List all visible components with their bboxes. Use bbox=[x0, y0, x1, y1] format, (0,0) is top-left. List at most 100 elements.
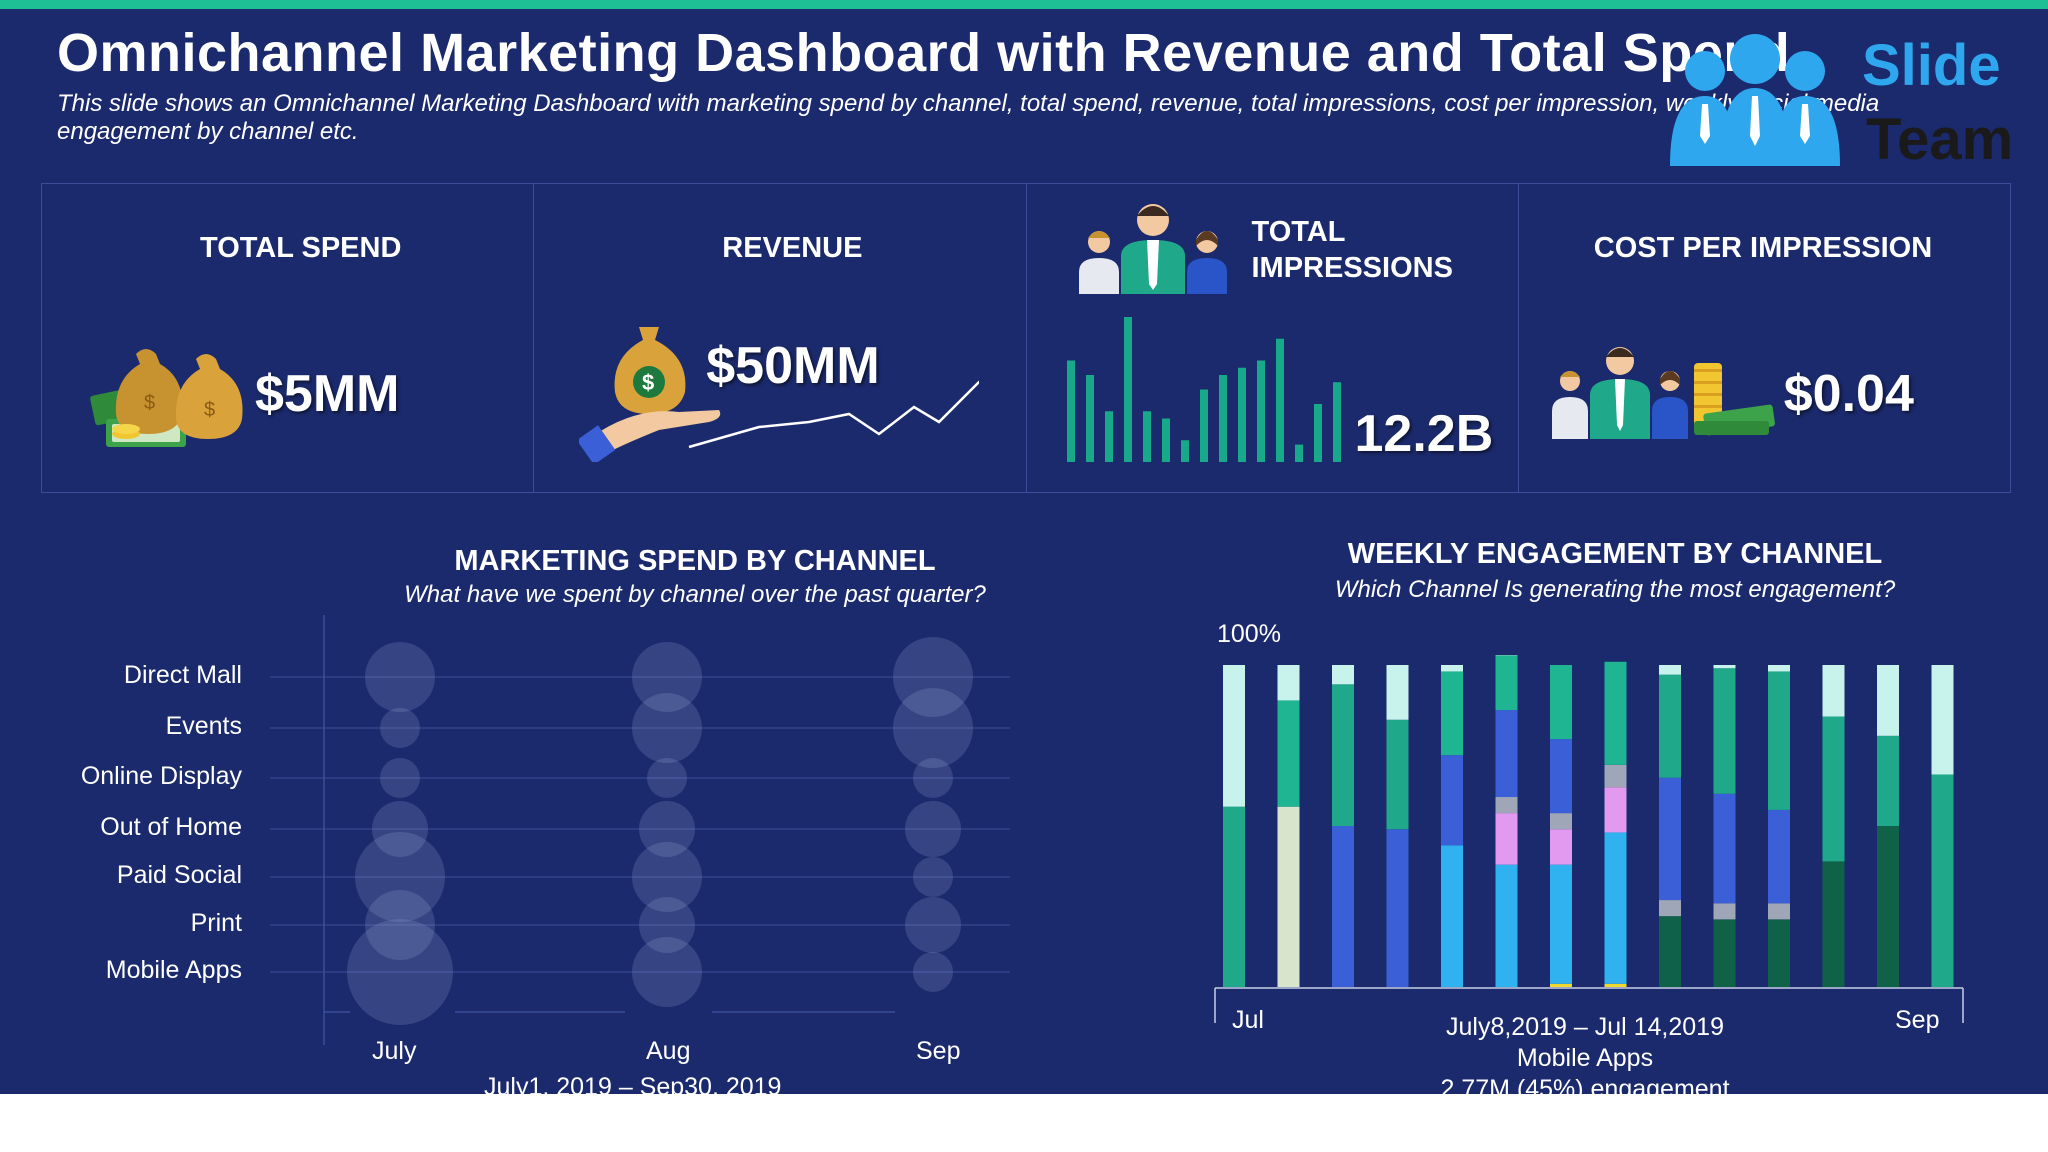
engagement-bar-segment bbox=[1822, 861, 1845, 987]
engagement-bar-segment bbox=[1931, 665, 1954, 775]
engagement-bar-segment bbox=[1495, 797, 1518, 814]
spend-bubble bbox=[893, 688, 973, 768]
slideteam-logo-icon bbox=[1670, 34, 1840, 166]
engagement-chart-subtitle: Which Channel Is generating the most eng… bbox=[1334, 576, 1896, 603]
engagement-bar-segment bbox=[1332, 665, 1354, 685]
engagement-bar-segment bbox=[1223, 665, 1245, 807]
engagement-bar-segment bbox=[1223, 806, 1245, 987]
engagement-bar-segment bbox=[1604, 787, 1627, 833]
engagement-bar-segment bbox=[1277, 806, 1300, 987]
engagement-bar-segment bbox=[1495, 864, 1518, 987]
impressions-bar bbox=[1237, 367, 1246, 462]
people-coins-icon bbox=[1551, 347, 1775, 439]
date-range-label: July1, 2019 – Sep30, 2019 bbox=[484, 1073, 782, 1094]
kpi-total-impressions: TOTAL IMPRESSIONS 12.2B bbox=[1027, 184, 1519, 492]
slide: Omnichannel Marketing Dashboard with Rev… bbox=[0, 0, 2048, 1094]
spend-bubble bbox=[905, 801, 961, 857]
x-tick-label: Aug bbox=[646, 1037, 691, 1065]
engagement-bar-segment bbox=[1713, 665, 1736, 669]
accent-bar bbox=[0, 0, 2048, 9]
x-end-label: Sep bbox=[1895, 1006, 1940, 1034]
spend-bubble bbox=[632, 693, 702, 763]
impressions-bar bbox=[1066, 360, 1075, 462]
engagement-bar-segment bbox=[1495, 655, 1518, 711]
y-max-label: 100% bbox=[1217, 620, 1281, 648]
engagement-bar-segment bbox=[1386, 719, 1409, 830]
engagement-bar-segment bbox=[1768, 809, 1790, 904]
impressions-bar bbox=[1294, 444, 1303, 462]
impressions-bar bbox=[1161, 418, 1170, 462]
logo-team-text: Team bbox=[1866, 107, 2014, 172]
kpi-value: 12.2B bbox=[1354, 405, 1494, 463]
spend-bubble bbox=[913, 758, 953, 798]
spend-bubble bbox=[372, 801, 428, 857]
engagement-bar-segment bbox=[1659, 665, 1681, 675]
row-label: Paid Social bbox=[116, 861, 242, 889]
svg-text:$: $ bbox=[642, 370, 654, 395]
engagement-bar-segment bbox=[1768, 903, 1790, 920]
kpi-cost-per-impression: COST PER IMPRESSION $0.04 bbox=[1519, 184, 2010, 492]
engagement-bar-segment bbox=[1768, 665, 1790, 672]
spend-bubble bbox=[913, 952, 953, 992]
engagement-bar-segment bbox=[1822, 716, 1845, 862]
spend-bubble bbox=[632, 937, 702, 1007]
logo-slide-text: Slide bbox=[1862, 33, 2001, 98]
engagement-bar-segment bbox=[1659, 674, 1681, 778]
kpi-label: TOTAL IMPRESSIONS bbox=[1252, 214, 1453, 286]
impressions-bar bbox=[1085, 375, 1094, 462]
impressions-bar bbox=[1218, 375, 1227, 462]
engagement-bar-segment bbox=[1550, 864, 1572, 984]
hand-money-bag-icon: $ bbox=[579, 327, 980, 462]
engagement-bar-segment bbox=[1659, 777, 1681, 901]
tooltip-value: 2.77M (45%) engagement bbox=[1440, 1075, 1730, 1094]
row-label: Online Display bbox=[80, 762, 242, 790]
engagement-bar-segment bbox=[1877, 665, 1899, 736]
engagement-bar-segment bbox=[1604, 983, 1627, 987]
kpi-total-spend: TOTAL SPEND $ $ $5MM bbox=[42, 184, 535, 492]
svg-text:$: $ bbox=[144, 392, 155, 414]
engagement-bar-segment bbox=[1713, 903, 1736, 920]
kpi-value: $5MM bbox=[255, 365, 400, 423]
engagement-stacked-bar-chart bbox=[1214, 655, 1964, 1023]
spend-bubble bbox=[913, 857, 953, 897]
kpi-value: $50MM bbox=[706, 337, 880, 395]
kpi-value: $0.04 bbox=[1783, 365, 1914, 423]
engagement-chart-title: WEEKLY ENGAGEMENT BY CHANNEL bbox=[1347, 538, 1883, 570]
spend-bubble bbox=[365, 890, 435, 960]
impressions-bar bbox=[1142, 411, 1151, 462]
engagement-bar-segment bbox=[1441, 755, 1463, 846]
spend-bubble bbox=[632, 842, 702, 912]
spend-bubble bbox=[893, 637, 973, 717]
impressions-bar-chart bbox=[1066, 317, 1341, 462]
engagement-bar-segment bbox=[1659, 916, 1681, 987]
kpi-label-line1: TOTAL bbox=[1251, 216, 1346, 248]
svg-text:$: $ bbox=[204, 399, 215, 421]
engagement-bar-segment bbox=[1550, 739, 1572, 814]
impressions-bar bbox=[1256, 360, 1265, 462]
engagement-bar-segment bbox=[1550, 829, 1572, 865]
engagement-bar-segment bbox=[1277, 665, 1300, 701]
kpi-revenue: REVENUE $ $50MM bbox=[534, 184, 1027, 492]
engagement-bar-segment bbox=[1768, 919, 1790, 987]
impressions-bar bbox=[1275, 338, 1284, 462]
kpi-label: REVENUE bbox=[722, 232, 863, 264]
kpi-label: COST PER IMPRESSION bbox=[1593, 232, 1933, 264]
engagement-bar-segment bbox=[1713, 793, 1736, 904]
impressions-bar bbox=[1104, 411, 1113, 462]
spend-bubble bbox=[647, 758, 687, 798]
spend-bubble bbox=[380, 758, 420, 798]
row-label: Out of Home bbox=[100, 813, 242, 841]
engagement-bar-segment bbox=[1713, 919, 1736, 987]
impressions-bar bbox=[1123, 317, 1132, 462]
tooltip-date: July8,2019 – Jul 14,2019 bbox=[1446, 1013, 1724, 1041]
x-tick-label: July bbox=[372, 1037, 417, 1065]
page-subtitle: This slide shows an Omnichannel Marketin… bbox=[57, 90, 1880, 145]
engagement-bar-segment bbox=[1822, 665, 1845, 717]
engagement-bar-segment bbox=[1604, 764, 1627, 788]
engagement-bar-segment bbox=[1386, 665, 1409, 720]
engagement-bar-segment bbox=[1550, 983, 1572, 987]
engagement-bar-segment bbox=[1386, 829, 1409, 987]
engagement-bar-segment bbox=[1604, 661, 1627, 765]
impressions-bar bbox=[1313, 404, 1322, 462]
engagement-bar-segment bbox=[1659, 900, 1681, 917]
